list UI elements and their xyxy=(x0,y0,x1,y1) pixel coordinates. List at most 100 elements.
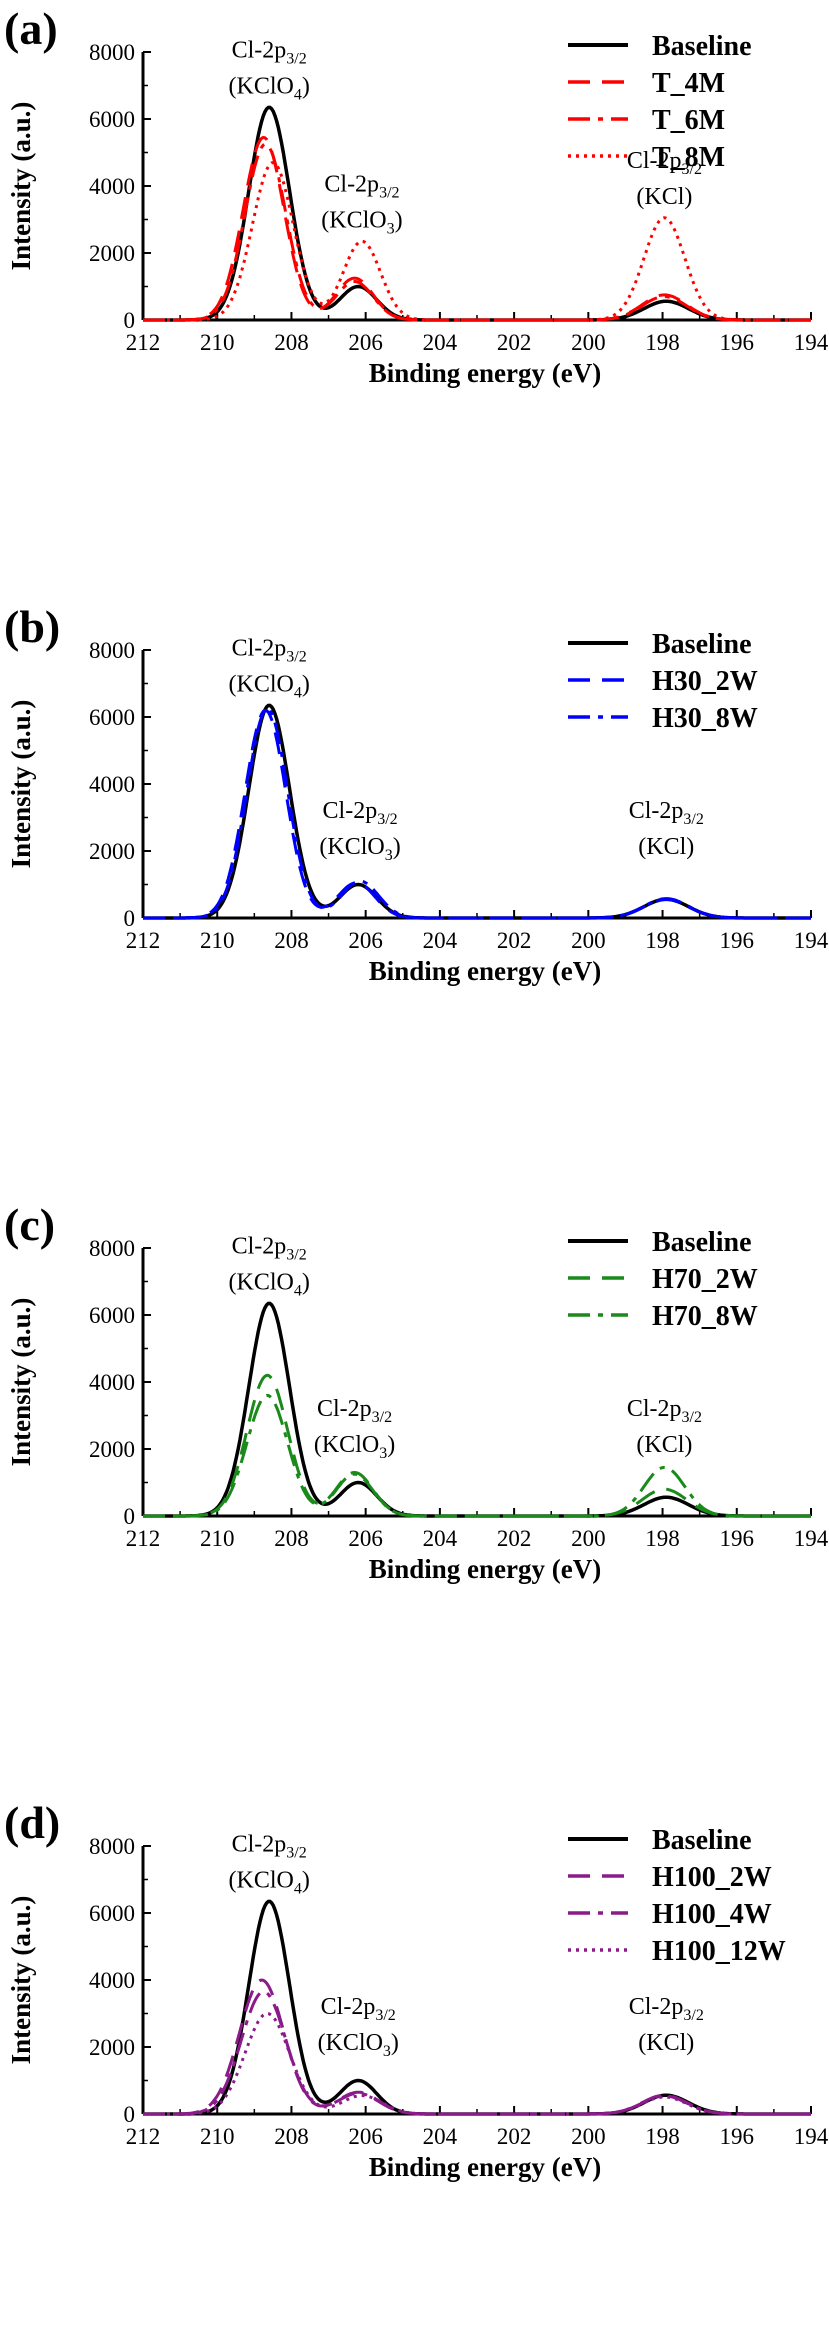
y-tick-label: 4000 xyxy=(89,174,135,199)
x-tick-label: 206 xyxy=(348,2124,383,2149)
annotation-compound-tail: ) xyxy=(302,1867,310,1893)
x-tick-label: 212 xyxy=(126,1526,161,1551)
x-tick-label: 208 xyxy=(274,1526,309,1551)
x-tick-label: 198 xyxy=(645,330,680,355)
x-tick-label: 206 xyxy=(348,928,383,953)
y-tick-label: 8000 xyxy=(89,1834,135,1859)
y-tick-label: 6000 xyxy=(89,1303,135,1328)
annotation-compound-subscript: 4 xyxy=(294,86,302,103)
series-line-t-8m xyxy=(143,161,811,322)
y-tick-label: 4000 xyxy=(89,1968,135,1993)
y-tick-label: 0 xyxy=(124,906,136,931)
chart-panel-d: (d) 212 210 208 206 204 202 200 198 196 194 0 2000 40… xyxy=(4,1797,829,2182)
y-tick-label: 2000 xyxy=(89,241,135,266)
annotation-compound-subscript: 4 xyxy=(294,1880,302,1897)
peak-annotation-label: Cl-2p3/2 xyxy=(232,37,307,67)
annotation-compound-tail: ) xyxy=(393,834,401,860)
x-tick-label: 194 xyxy=(794,2124,829,2149)
annotation-compound-subscript: 4 xyxy=(294,684,302,701)
x-tick-label: 194 xyxy=(794,330,829,355)
x-tick-label: 198 xyxy=(645,1526,680,1551)
annotation-compound-subscript: 3 xyxy=(383,2043,391,2060)
annotation-subscript: 3/2 xyxy=(286,1246,306,1263)
y-tick-label: 8000 xyxy=(89,638,135,663)
annotation-compound-subscript: 4 xyxy=(294,1282,302,1299)
annotation-subscript: 3/2 xyxy=(379,184,399,201)
peak-annotation-label: Cl-2p3/2 xyxy=(323,798,398,828)
peak-annotation-compound: (KClO4) xyxy=(229,1269,310,1299)
y-tick-label: 8000 xyxy=(89,1236,135,1261)
x-tick-label: 200 xyxy=(571,928,606,953)
chart-panel-c: (c) 212 210 208 206 204 202 200 198 196 194 0 2000 40… xyxy=(4,1199,829,1584)
annotation-compound-subscript: 3 xyxy=(379,1445,387,1462)
y-tick-label: 2000 xyxy=(89,1437,135,1462)
x-tick-label: 204 xyxy=(423,2124,458,2149)
x-tick-label: 208 xyxy=(274,2124,309,2149)
legend-label: Baseline xyxy=(652,31,752,62)
x-tick-label: 196 xyxy=(720,2124,755,2149)
peak-annotation-compound: (KClO3) xyxy=(321,207,402,237)
x-tick-label: 210 xyxy=(200,2124,235,2149)
x-axis-title: Binding energy (eV) xyxy=(369,956,602,986)
y-axis-title: Intensity (a.u.) xyxy=(6,1298,36,1467)
x-tick-label: 198 xyxy=(645,928,680,953)
x-tick-label: 210 xyxy=(200,928,235,953)
peak-annotation-compound: (KClO4) xyxy=(229,671,310,701)
peak-annotation-compound: (KCl) xyxy=(636,184,692,210)
y-tick-label: 0 xyxy=(124,308,136,333)
x-tick-label: 210 xyxy=(200,1526,235,1551)
annotation-subscript: 3/2 xyxy=(682,1409,702,1426)
legend-label: T_4M xyxy=(652,68,725,99)
peak-annotation-compound: (KCl) xyxy=(638,834,694,860)
x-tick-label: 206 xyxy=(348,330,383,355)
series-line-t-6m xyxy=(143,142,811,322)
legend-label: Baseline xyxy=(652,1825,752,1856)
series-line-h100-2w xyxy=(143,1978,811,2116)
legend-label: H100_12W xyxy=(652,1936,786,1967)
y-tick-label: 6000 xyxy=(89,107,135,132)
annotation-subscript: 3/2 xyxy=(286,648,306,665)
y-tick-label: 6000 xyxy=(89,705,135,730)
peak-annotation-compound: (KCl) xyxy=(638,2030,694,2056)
x-tick-label: 208 xyxy=(274,330,309,355)
annotation-subscript: 3/2 xyxy=(683,2007,703,2024)
annotation-subscript: 3/2 xyxy=(375,2007,395,2024)
x-tick-label: 194 xyxy=(794,928,829,953)
annotation-compound-tail: ) xyxy=(387,1432,395,1458)
peak-annotation-label: Cl-2p3/2 xyxy=(232,1233,307,1263)
chart-panel-a: (a) 212 210 208 206 204 202 200 198 196 194 0 2000 40… xyxy=(4,3,829,388)
peak-annotation-compound: (KCl) xyxy=(636,1432,692,1458)
peak-annotation-label: Cl-2p3/2 xyxy=(321,1994,396,2024)
y-tick-label: 0 xyxy=(124,1504,136,1529)
y-tick-label: 4000 xyxy=(89,1370,135,1395)
annotation-subscript: 3/2 xyxy=(377,811,397,828)
x-tick-label: 202 xyxy=(497,1526,532,1551)
y-tick-label: 2000 xyxy=(89,839,135,864)
x-tick-label: 200 xyxy=(571,1526,606,1551)
peak-annotation-compound: (KClO3) xyxy=(319,834,400,864)
legend-label: Baseline xyxy=(652,629,752,660)
legend-label: H70_8W xyxy=(652,1301,758,1332)
series-line-h70-2w xyxy=(143,1373,811,1518)
legend-label: Baseline xyxy=(652,1227,752,1258)
peak-annotation-compound: (KClO4) xyxy=(229,73,310,103)
x-tick-label: 194 xyxy=(794,1526,829,1551)
panel-label: (c) xyxy=(4,1199,55,1250)
x-tick-label: 200 xyxy=(571,2124,606,2149)
x-tick-label: 200 xyxy=(571,330,606,355)
chart-panel-b: (b) 212 210 208 206 204 202 200 198 196 194 0 2000 40… xyxy=(4,601,829,986)
panel-label: (a) xyxy=(4,3,58,54)
x-tick-label: 204 xyxy=(423,1526,458,1551)
annotation-compound-tail: ) xyxy=(395,207,403,233)
y-axis-title: Intensity (a.u.) xyxy=(6,1896,36,2065)
x-tick-label: 204 xyxy=(423,330,458,355)
x-tick-label: 202 xyxy=(497,330,532,355)
series-line-h100-12w xyxy=(143,2012,811,2116)
x-tick-label: 206 xyxy=(348,1526,383,1551)
peak-annotation-label: Cl-2p3/2 xyxy=(317,1396,392,1426)
x-tick-label: 212 xyxy=(126,928,161,953)
x-tick-label: 212 xyxy=(126,330,161,355)
annotation-compound-tail: ) xyxy=(302,73,310,99)
peak-annotation-label: Cl-2p3/2 xyxy=(629,1994,704,2024)
